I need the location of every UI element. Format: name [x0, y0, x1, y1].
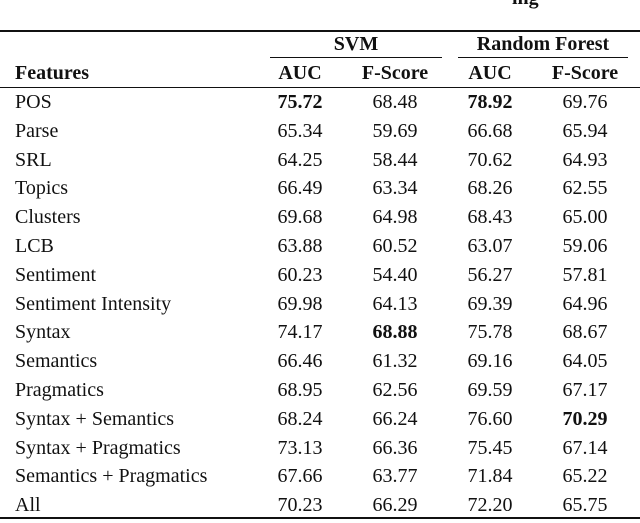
cell: 68.24: [277, 407, 323, 430]
cell: 65.75: [562, 494, 608, 517]
column-header: F-Score: [551, 62, 619, 84]
cell: 64.93: [562, 148, 608, 171]
cell: 67.17: [562, 379, 608, 401]
cell: 59.69: [372, 119, 418, 142]
cell: 73.13: [277, 436, 323, 459]
row-label: Parse: [15, 119, 59, 142]
header-rule: [0, 87, 640, 88]
cell: 65.22: [562, 465, 608, 488]
cell: 54.40: [372, 263, 418, 286]
cell: 78.92: [467, 91, 513, 113]
row-label: Clusters: [15, 206, 81, 229]
cell: 57.81: [562, 263, 608, 286]
cell: 69.98: [277, 292, 323, 315]
group-header: Random Forest: [476, 33, 610, 55]
cell: 68.95: [277, 379, 323, 401]
column-header: Features: [15, 62, 90, 84]
cell: 75.72: [277, 91, 323, 113]
cell: 69.39: [467, 292, 513, 315]
row-label: Semantics + Pragmatics: [15, 465, 208, 488]
cell: 58.44: [372, 148, 418, 171]
cell: 59.06: [562, 235, 608, 257]
row-label: Pragmatics: [15, 379, 104, 401]
cell: 67.66: [277, 465, 323, 488]
cell: 64.25: [277, 148, 323, 171]
cell: 69.59: [467, 379, 513, 401]
cell: 68.43: [467, 206, 513, 229]
bottom-rule: [0, 517, 640, 519]
cell: 66.68: [467, 119, 513, 142]
row-label: Syntax + Pragmatics: [15, 436, 181, 459]
cell: 64.13: [372, 292, 418, 315]
row-label: POS: [15, 91, 52, 113]
column-header: AUC: [468, 62, 512, 84]
cell: 63.88: [277, 235, 323, 257]
cell: 71.84: [467, 465, 513, 488]
group-rule: [270, 57, 442, 58]
cell: 64.96: [562, 292, 608, 315]
row-label: All: [15, 494, 41, 517]
column-header: AUC: [278, 62, 322, 84]
cell: 60.23: [277, 263, 323, 286]
cell: 66.24: [372, 407, 418, 430]
cell: 74.17: [277, 321, 323, 344]
cell: 65.34: [277, 119, 323, 142]
row-label: Topics: [15, 177, 69, 200]
cell: 56.27: [467, 263, 513, 286]
cell: 60.52: [372, 235, 418, 257]
column-header: F-Score: [361, 62, 429, 84]
cell: 66.46: [277, 350, 323, 373]
cell: 61.32: [372, 350, 418, 373]
row-label: Sentiment: [15, 263, 97, 286]
cell: 66.49: [277, 177, 323, 200]
cell: 66.36: [372, 436, 418, 459]
group-header: SVM: [333, 33, 379, 55]
top-rule: [0, 30, 640, 32]
cell: 68.67: [562, 321, 608, 344]
cell: 72.20: [467, 494, 513, 517]
row-label: SRL: [15, 148, 52, 171]
cell: 66.29: [372, 494, 418, 517]
cell: 64.98: [372, 206, 418, 229]
cell: 65.00: [562, 206, 608, 229]
cell: 63.07: [467, 235, 513, 257]
row-label: Syntax: [15, 321, 71, 344]
cell: 63.77: [372, 465, 418, 488]
row-label: Semantics: [15, 350, 98, 373]
cell: 64.05: [562, 350, 608, 373]
cell: 65.94: [562, 119, 608, 142]
row-label: Sentiment Intensity: [15, 292, 172, 315]
cell: 69.68: [277, 206, 323, 229]
group-rule: [458, 57, 628, 58]
cell: 62.55: [562, 177, 608, 200]
cell: 70.29: [562, 407, 608, 430]
cell: 68.48: [372, 91, 418, 113]
cell: 68.88: [372, 321, 418, 344]
cell: 69.76: [562, 91, 608, 113]
cell: 69.16: [467, 350, 513, 373]
row-label: Syntax + Semantics: [15, 407, 175, 430]
cell: 67.14: [562, 436, 608, 459]
cell: 63.34: [372, 177, 418, 200]
cell: 75.45: [467, 436, 513, 459]
cell: 68.26: [467, 177, 513, 200]
cell: 75.78: [467, 321, 513, 344]
row-label: LCB: [15, 235, 54, 257]
cell: 70.23: [277, 494, 323, 517]
caption-fragment: ing: [512, 0, 539, 10]
cell: 62.56: [372, 379, 418, 401]
cell: 70.62: [467, 148, 513, 171]
cell: 76.60: [467, 407, 513, 430]
